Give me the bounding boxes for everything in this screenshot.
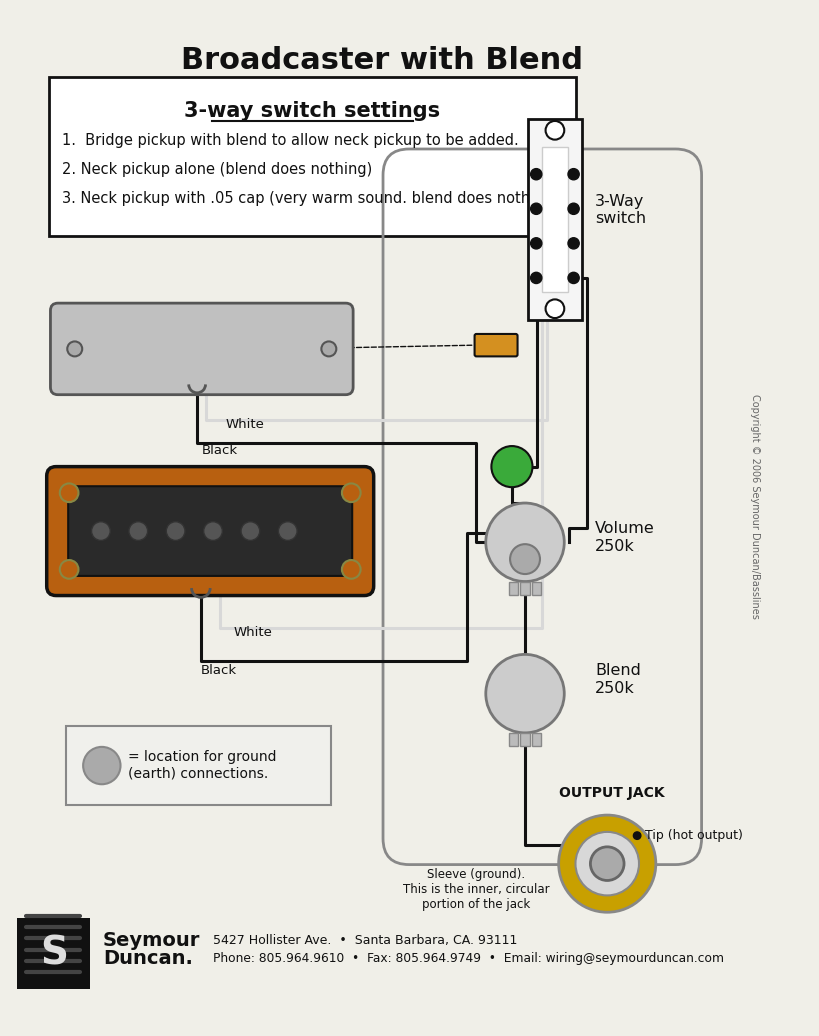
- Circle shape: [633, 832, 641, 839]
- Circle shape: [278, 522, 297, 541]
- Circle shape: [60, 560, 79, 579]
- Text: 5427 Hollister Ave.  •  Santa Barbara, CA. 93111: 5427 Hollister Ave. • Santa Barbara, CA.…: [213, 933, 518, 947]
- Text: Sleeve (ground).
This is the inner, circular
portion of the jack: Sleeve (ground). This is the inner, circ…: [403, 868, 550, 912]
- Text: 3. Neck pickup with .05 cap (very warm sound. blend does nothing): 3. Neck pickup with .05 cap (very warm s…: [61, 191, 559, 206]
- Circle shape: [559, 815, 656, 913]
- Text: Black: Black: [201, 664, 237, 677]
- Text: Tip (hot output): Tip (hot output): [645, 829, 743, 842]
- Text: 1.  Bridge pickup with blend to allow neck pickup to be added.: 1. Bridge pickup with blend to allow nec…: [61, 133, 518, 148]
- Circle shape: [241, 522, 260, 541]
- Circle shape: [545, 299, 564, 318]
- Circle shape: [510, 544, 540, 574]
- Circle shape: [590, 846, 624, 881]
- FancyBboxPatch shape: [68, 486, 352, 576]
- Text: Solder: Solder: [507, 529, 543, 540]
- Circle shape: [342, 560, 360, 579]
- Text: Phone: 805.964.9610  •  Fax: 805.964.9749  •  Email: wiring@seymourduncan.com: Phone: 805.964.9610 • Fax: 805.964.9749 …: [213, 951, 724, 965]
- Bar: [520, 732, 530, 746]
- Circle shape: [568, 203, 579, 214]
- Text: Black: Black: [201, 444, 238, 457]
- Circle shape: [129, 522, 147, 541]
- Circle shape: [576, 832, 639, 895]
- FancyBboxPatch shape: [51, 304, 353, 395]
- Circle shape: [84, 747, 120, 784]
- Circle shape: [531, 237, 542, 249]
- Text: Duncan.: Duncan.: [102, 949, 192, 968]
- FancyBboxPatch shape: [48, 77, 577, 236]
- Bar: [509, 581, 518, 595]
- Circle shape: [531, 203, 542, 214]
- Bar: [532, 732, 541, 746]
- Text: 3-Way
switch: 3-Way switch: [595, 194, 646, 227]
- Text: S: S: [40, 934, 68, 973]
- Circle shape: [491, 447, 532, 487]
- Text: White: White: [225, 419, 264, 431]
- Circle shape: [92, 522, 111, 541]
- Circle shape: [531, 272, 542, 284]
- Bar: [520, 581, 530, 595]
- FancyBboxPatch shape: [527, 119, 582, 320]
- Circle shape: [321, 342, 337, 356]
- Text: Volume
250k: Volume 250k: [595, 521, 655, 554]
- Circle shape: [568, 272, 579, 284]
- Text: Solder: Solder: [85, 760, 119, 771]
- FancyBboxPatch shape: [542, 147, 568, 292]
- Circle shape: [60, 484, 79, 502]
- Circle shape: [166, 522, 185, 541]
- Text: 2. Neck pickup alone (blend does nothing): 2. Neck pickup alone (blend does nothing…: [61, 162, 372, 177]
- Text: = location for ground
(earth) connections.: = location for ground (earth) connection…: [128, 750, 277, 781]
- Circle shape: [545, 121, 564, 140]
- FancyBboxPatch shape: [47, 466, 373, 596]
- FancyBboxPatch shape: [66, 726, 331, 805]
- Text: 15k resistor: 15k resistor: [273, 342, 346, 354]
- FancyBboxPatch shape: [474, 334, 518, 356]
- Text: Blend
250k: Blend 250k: [595, 663, 641, 696]
- Circle shape: [568, 169, 579, 180]
- Bar: [532, 581, 541, 595]
- Circle shape: [486, 655, 564, 732]
- Text: Copyright © 2006 Seymour Duncan/Basslines: Copyright © 2006 Seymour Duncan/Bassline…: [750, 395, 760, 620]
- Circle shape: [568, 237, 579, 249]
- Circle shape: [67, 342, 82, 356]
- Text: Solder: Solder: [507, 689, 543, 698]
- Circle shape: [204, 522, 222, 541]
- Text: Seymour: Seymour: [102, 930, 200, 950]
- Bar: [17, 918, 90, 988]
- Text: .05
cap: .05 cap: [501, 456, 523, 478]
- Text: 3-way switch settings: 3-way switch settings: [184, 100, 441, 120]
- Text: White: White: [233, 627, 273, 639]
- Circle shape: [531, 169, 542, 180]
- Bar: [509, 732, 518, 746]
- Text: OUTPUT JACK: OUTPUT JACK: [559, 786, 665, 800]
- Circle shape: [486, 503, 564, 581]
- Text: Solder: Solder: [509, 554, 541, 565]
- Circle shape: [342, 484, 360, 502]
- Text: Broadcaster with Blend: Broadcaster with Blend: [181, 46, 583, 75]
